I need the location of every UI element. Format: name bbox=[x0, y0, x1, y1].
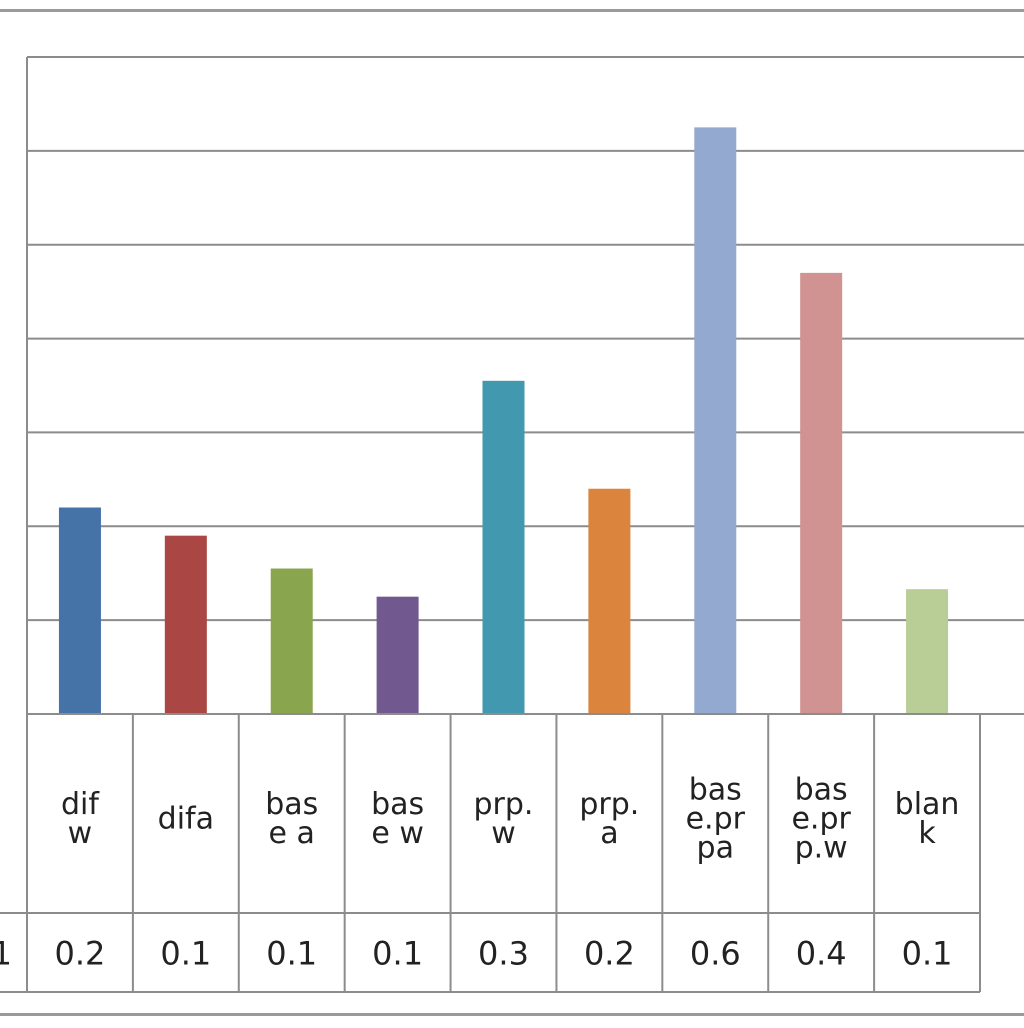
bar bbox=[482, 380, 525, 714]
table-value: 0.4 bbox=[796, 935, 847, 973]
table-value: 0.1 bbox=[266, 935, 317, 973]
bar bbox=[376, 596, 419, 714]
table-value: 0.3 bbox=[478, 935, 529, 973]
row-prefix: 1 bbox=[0, 935, 12, 973]
category-label: bas e.pr p.w bbox=[791, 773, 851, 866]
category-label: blan k bbox=[895, 787, 960, 851]
category-label: difa bbox=[158, 802, 214, 837]
table-value: 0.2 bbox=[54, 935, 105, 973]
table-value: 0.1 bbox=[372, 935, 423, 973]
frame-bottom-border bbox=[0, 1013, 1024, 1016]
bar bbox=[800, 272, 843, 714]
bar bbox=[58, 507, 101, 714]
table-value: 0.2 bbox=[584, 935, 635, 973]
table-value: 0.6 bbox=[690, 935, 741, 973]
bar bbox=[906, 589, 949, 714]
table-value: 0.1 bbox=[160, 935, 211, 973]
table-value: 0.1 bbox=[902, 935, 953, 973]
category-label: bas e w bbox=[371, 787, 424, 851]
bars bbox=[58, 127, 949, 714]
category-label: dif w bbox=[61, 787, 100, 851]
bar bbox=[588, 488, 631, 714]
frame-top-border bbox=[0, 9, 1024, 12]
category-label: prp. a bbox=[579, 787, 639, 851]
data-table: dif w difa bas e a bas e w prp. w prp. a bas e.pr pa b… bbox=[0, 713, 981, 993]
bar bbox=[270, 568, 313, 714]
category-label: prp. w bbox=[474, 787, 534, 851]
category-label: bas e.pr pa bbox=[686, 773, 746, 866]
category-label: bas e a bbox=[265, 787, 318, 851]
bar bbox=[164, 535, 207, 714]
bar bbox=[694, 127, 737, 714]
